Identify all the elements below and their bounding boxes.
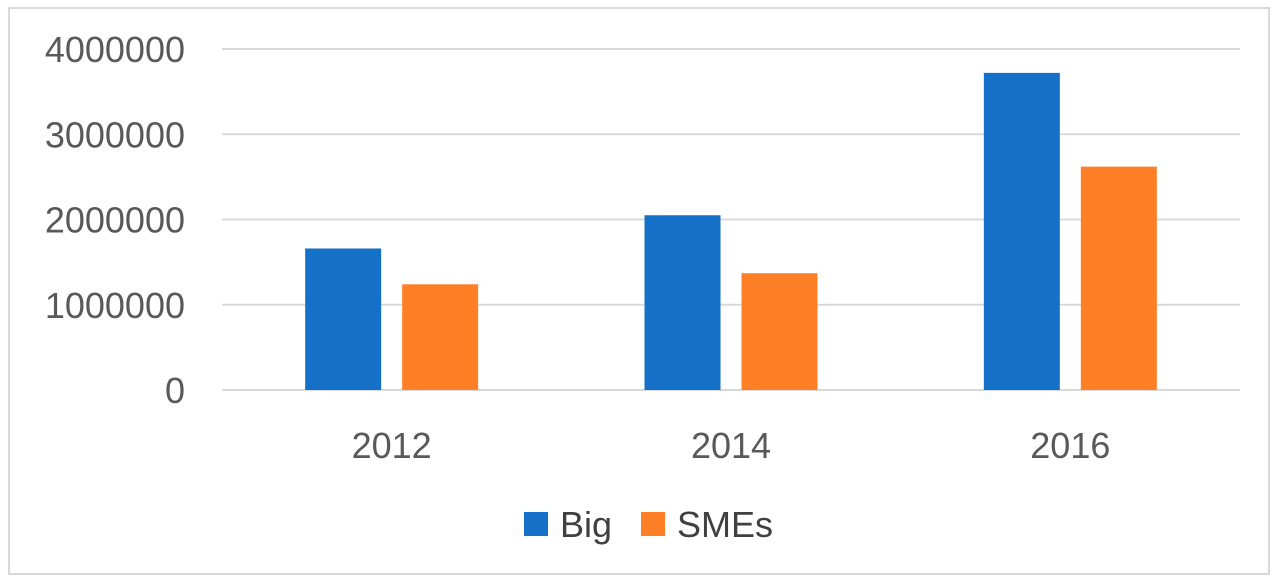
x-tick-label: 2016 — [1030, 425, 1110, 466]
y-tick-label: 3000000 — [45, 114, 185, 155]
bar-smes-2016 — [1080, 166, 1157, 390]
legend-swatch-smes — [641, 512, 665, 536]
x-tick-label: 2014 — [691, 425, 771, 466]
chart-frame: 0 1000000 2000000 3000000 4000000 2012 2014 20… — [8, 7, 1270, 575]
legend-label-smes: SMEs — [677, 504, 773, 545]
bars — [305, 72, 1157, 390]
y-tick-label: 1000000 — [45, 285, 185, 326]
bar-big-2012 — [305, 248, 382, 390]
bar-smes-2014 — [741, 273, 818, 390]
y-tick-label: 2000000 — [45, 200, 185, 241]
gridlines — [222, 48, 1240, 391]
legend: Big SMEs — [524, 504, 773, 545]
y-tick-label: 0 — [165, 370, 185, 411]
bar-big-2014 — [644, 215, 721, 390]
x-axis-tick-labels: 2012 2014 2016 — [352, 425, 1111, 466]
legend-swatch-big — [524, 512, 548, 536]
bar-big-2016 — [983, 72, 1060, 390]
y-axis-tick-labels: 0 1000000 2000000 3000000 4000000 — [45, 29, 185, 411]
y-tick-label: 4000000 — [45, 29, 185, 70]
bar-smes-2012 — [402, 284, 479, 390]
legend-label-big: Big — [560, 504, 612, 545]
x-tick-label: 2012 — [352, 425, 432, 466]
